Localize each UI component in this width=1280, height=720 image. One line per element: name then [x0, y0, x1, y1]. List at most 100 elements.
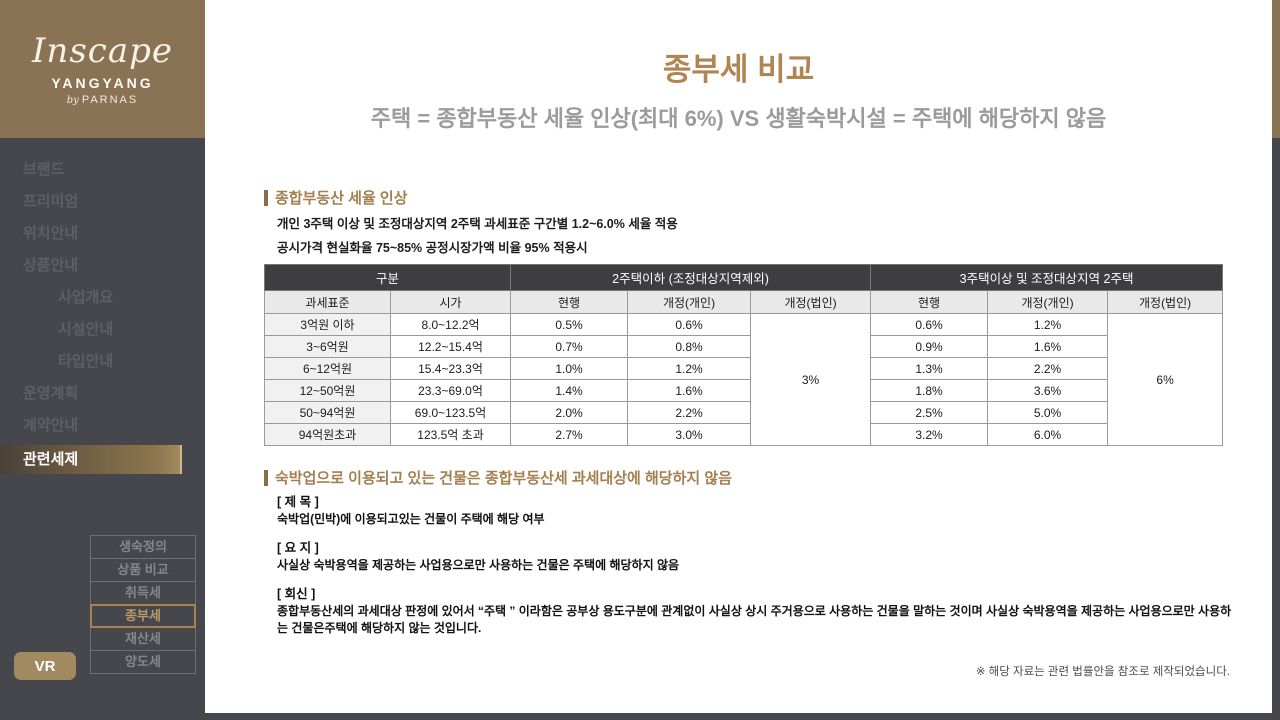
- qa-summary-label: [ 요 지 ]: [277, 541, 319, 555]
- sidebar-item-product[interactable]: 상품안내: [23, 257, 79, 274]
- brand-logo-script: Inscape: [32, 30, 173, 71]
- sidebar-item-business-overview[interactable]: 사업개요: [58, 289, 114, 306]
- brand-logo-by: by: [66, 94, 79, 106]
- cell-rev1-5: 3.0%: [627, 423, 752, 446]
- sidebar-item-premium[interactable]: 프리미엄: [23, 193, 79, 210]
- cell-base-1: 3~6억원: [264, 335, 391, 358]
- table-row: 6~12억원 15.4~23.3억 1.0% 1.2% 1.3% 2.2%: [264, 357, 1223, 380]
- col-header-revised-individual-2: 개정(개인): [987, 290, 1109, 314]
- cell-cur1-5: 2.7%: [510, 423, 629, 446]
- group-header-two-houses: 2주택이하 (조정대상지역제외): [510, 264, 872, 291]
- cell-cur1-2: 1.0%: [510, 357, 629, 380]
- group-header-category: 구분: [263, 264, 512, 291]
- cell-rev1-3: 1.6%: [627, 379, 752, 402]
- cell-cur2-0: 0.6%: [870, 313, 989, 336]
- col-header-tax-base: 과세표준: [264, 290, 391, 314]
- cell-rev2-4: 5.0%: [987, 401, 1109, 424]
- table-row: 3~6억원 12.2~15.4억 0.7% 0.8% 0.9% 1.6%: [264, 335, 1223, 358]
- cell-cur2-3: 1.8%: [870, 379, 989, 402]
- cell-cur2-1: 0.9%: [870, 335, 989, 358]
- footnote: ※ 해당 자료는 관련 법률안을 참조로 제작되었습니다.: [975, 666, 1230, 678]
- qa-summary-text: 사실상 숙박용역을 제공하는 사업용으로만 사용하는 건물은 주택에 해당하지 …: [277, 558, 680, 572]
- section1-note-1: 개인 3주택 이상 및 조정대상지역 2주택 과세표준 구간별 1.2~6.0%…: [277, 217, 678, 231]
- sidebar-item-location[interactable]: 위치안내: [23, 225, 79, 242]
- cell-cur1-1: 0.7%: [510, 335, 629, 358]
- cell-rev2-3: 3.6%: [987, 379, 1109, 402]
- col-header-market-price: 시가: [389, 290, 512, 314]
- cell-price-5: 123.5억 초과: [389, 423, 512, 446]
- brand-logo: Inscape YANGYANG by PARNAS: [0, 0, 205, 138]
- cell-cur1-0: 0.5%: [510, 313, 629, 336]
- cell-rev1-0: 0.6%: [627, 313, 752, 336]
- qa-reply-text: 종합부동산세의 과세대상 판정에 있어서 “주택 ” 이라함은 공부상 용도구분…: [277, 604, 1232, 635]
- tax-rate-table: 구분 2주택이하 (조정대상지역제외) 3주택이상 및 조정대상지역 2주택 과…: [263, 264, 1224, 446]
- sidebar-item-type[interactable]: 타입안내: [58, 353, 114, 370]
- cell-base-2: 6~12억원: [264, 357, 391, 380]
- submenu-item-property-tax[interactable]: 재산세: [90, 627, 196, 651]
- cell-cur2-4: 2.5%: [870, 401, 989, 424]
- cell-corporate-merged-left: 3%: [750, 313, 872, 446]
- section1-heading: 종합부동산 세율 인상: [264, 187, 408, 208]
- table-group-header-row: 구분 2주택이하 (조정대상지역제외) 3주택이상 및 조정대상지역 2주택: [263, 264, 1224, 291]
- cell-rev1-1: 0.8%: [627, 335, 752, 358]
- col-header-current-2: 현행: [870, 290, 989, 314]
- table-row: 94억원초과 123.5억 초과 2.7% 3.0% 3.2% 6.0%: [264, 423, 1223, 446]
- submenu-item-product-compare[interactable]: 상품 비교: [90, 558, 196, 582]
- submenu-item-lodging-definition[interactable]: 생숙정의: [90, 535, 196, 559]
- sidebar-item-facility[interactable]: 시설안내: [58, 321, 114, 338]
- cell-price-2: 15.4~23.3억: [389, 357, 512, 380]
- brand-logo-parnas: PARNAS: [81, 93, 139, 106]
- sidebar-item-contract[interactable]: 계약안내: [23, 417, 79, 434]
- cell-base-5: 94억원초과: [264, 423, 391, 446]
- cell-rev2-1: 1.6%: [987, 335, 1109, 358]
- cell-rev1-4: 2.2%: [627, 401, 752, 424]
- section1-accent-bar: [264, 189, 268, 206]
- cell-rev2-0: 1.2%: [987, 313, 1109, 336]
- qa-title-label: [ 제 목 ]: [277, 495, 319, 509]
- cell-price-4: 69.0~123.5억: [389, 401, 512, 424]
- cell-price-3: 23.3~69.0억: [389, 379, 512, 402]
- section2-heading-text: 숙박업으로 이용되고 있는 건물은 종합부동산세 과세대상에 해당하지 않음: [275, 470, 732, 487]
- col-header-revised-corporate-1: 개정(법인): [750, 290, 872, 314]
- section1-note-2: 공시가격 현실화율 75~85% 공정시장가액 비율 95% 적용시: [277, 241, 588, 255]
- cell-rev2-5: 6.0%: [987, 423, 1109, 446]
- table-row: 3억원 이하 8.0~12.2억 0.5% 0.6% 3% 0.6% 1.2% …: [264, 313, 1224, 446]
- section2-heading: 숙박업으로 이용되고 있는 건물은 종합부동산세 과세대상에 해당하지 않음: [264, 467, 732, 488]
- right-edge-strip-bottom: [1272, 138, 1280, 720]
- sidebar-item-operation[interactable]: 운영계획: [23, 385, 79, 402]
- cell-base-0: 3억원 이하: [264, 313, 391, 336]
- qa-summary-block: [ 요 지 ] 사실상 숙박용역을 제공하는 사업용으로만 사용하는 건물은 주…: [277, 540, 1237, 574]
- section1-notes: 개인 3주택 이상 및 조정대상지역 2주택 과세표준 구간별 1.2~6.0%…: [277, 212, 678, 260]
- col-header-revised-individual-1: 개정(개인): [627, 290, 752, 314]
- cell-cur1-3: 1.4%: [510, 379, 629, 402]
- cell-price-0: 8.0~12.2억: [389, 313, 512, 336]
- submenu-item-comprehensive-tax-active[interactable]: 종부세: [90, 604, 196, 628]
- col-header-revised-corporate-2: 개정(법인): [1107, 290, 1224, 314]
- page-title: 종부세 비교: [662, 52, 815, 87]
- page-subtitle: 주택 = 종합부동산 세율 인상(최대 6%) VS 생활숙박시설 = 주택에 …: [370, 106, 1107, 131]
- sidebar: Inscape YANGYANG by PARNAS 브랜드 프리미엄 위치안내 …: [0, 0, 205, 720]
- cell-price-1: 12.2~15.4억: [389, 335, 512, 358]
- vr-button[interactable]: VR: [14, 652, 76, 680]
- sidebar-item-related-tax-active[interactable]: 관련세제: [0, 445, 182, 474]
- section2-accent-bar: [264, 469, 268, 486]
- cell-corporate-merged-right: 6%: [1107, 313, 1224, 446]
- submenu-item-acquisition-tax[interactable]: 취득세: [90, 581, 196, 605]
- cell-cur2-2: 1.3%: [870, 357, 989, 380]
- tax-submenu: 생숙정의 상품 비교 취득세 종부세 재산세 양도세: [90, 535, 196, 674]
- cell-rev2-2: 2.2%: [987, 357, 1109, 380]
- table-row: 50~94억원 69.0~123.5억 2.0% 2.2% 2.5% 5.0%: [264, 401, 1223, 424]
- section1-heading-text: 종합부동산 세율 인상: [275, 190, 408, 207]
- submenu-item-transfer-tax[interactable]: 양도세: [90, 650, 196, 674]
- group-header-three-houses: 3주택이상 및 조정대상지역 2주택: [870, 264, 1224, 291]
- right-edge-strip-top: [1272, 0, 1280, 138]
- bottom-edge-bar: [205, 713, 1280, 720]
- brand-logo-subtitle: YANGYANG: [51, 74, 154, 91]
- qa-title-block: [ 제 목 ] 숙박업(민박)에 이용되고있는 건물이 주택에 해당 여부: [277, 494, 1237, 528]
- cell-rev1-2: 1.2%: [627, 357, 752, 380]
- cell-cur1-4: 2.0%: [510, 401, 629, 424]
- qa-title-text: 숙박업(민박)에 이용되고있는 건물이 주택에 해당 여부: [277, 512, 545, 526]
- table-column-header-row: 과세표준 시가 현행 개정(개인) 개정(법인) 현행 개정(개인) 개정(법인…: [264, 290, 1224, 314]
- sidebar-item-brand[interactable]: 브랜드: [23, 161, 65, 178]
- qa-reply-label: [ 회신 ]: [277, 587, 316, 601]
